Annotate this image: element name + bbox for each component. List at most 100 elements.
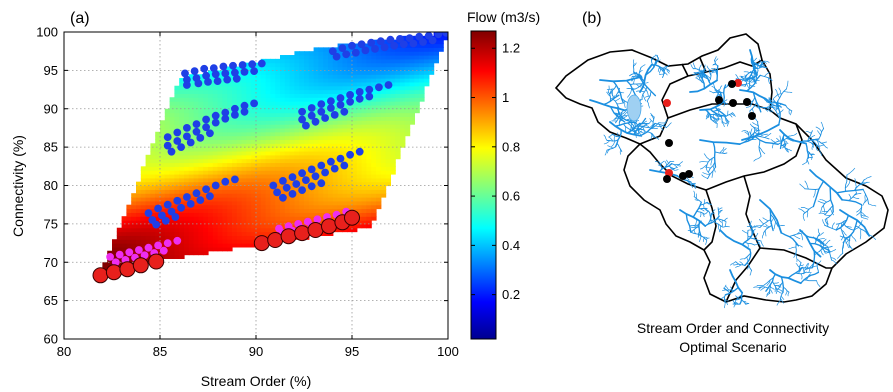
river bbox=[733, 303, 737, 308]
surface-cell bbox=[323, 93, 329, 98]
surface-cell bbox=[256, 158, 262, 164]
surface-cell bbox=[390, 104, 396, 110]
surface-cell bbox=[246, 120, 252, 125]
surface-cell bbox=[275, 220, 281, 225]
surface-cell bbox=[304, 189, 310, 194]
surface-cell bbox=[251, 97, 257, 102]
surface-cell bbox=[376, 189, 382, 194]
surface-cell bbox=[304, 131, 310, 137]
surface-cell bbox=[433, 55, 439, 60]
surface-cell bbox=[140, 220, 147, 225]
surface-cell bbox=[140, 243, 147, 248]
surface-cell bbox=[352, 101, 358, 106]
surface-cell bbox=[270, 139, 276, 144]
river bbox=[633, 62, 637, 67]
surface-cell bbox=[241, 147, 247, 152]
x-axis-label: Stream Order (%) bbox=[201, 373, 311, 389]
surface-cell bbox=[208, 116, 214, 121]
series-0-point bbox=[346, 150, 354, 159]
surface-cell bbox=[371, 62, 377, 68]
river bbox=[719, 146, 725, 154]
surface-cell bbox=[160, 120, 166, 125]
surface-cell bbox=[409, 104, 415, 110]
surface-cell bbox=[347, 139, 353, 144]
surface-cell bbox=[342, 97, 348, 102]
surface-cell bbox=[203, 223, 209, 229]
river bbox=[712, 141, 717, 168]
surface-cell bbox=[241, 166, 247, 171]
surface-cell bbox=[313, 131, 319, 137]
surface-cell bbox=[337, 197, 343, 202]
surface-cell bbox=[371, 58, 377, 64]
surface-cell bbox=[361, 62, 367, 68]
surface-cell bbox=[212, 223, 219, 229]
surface-cell bbox=[136, 223, 142, 229]
series-0-point bbox=[194, 79, 203, 88]
surface-cell bbox=[294, 139, 300, 144]
surface-cell bbox=[400, 135, 406, 141]
surface-cell bbox=[260, 189, 267, 194]
colorbar-tick-label: 0.8 bbox=[502, 139, 520, 154]
surface-cell bbox=[270, 66, 276, 71]
river bbox=[748, 222, 753, 227]
river bbox=[646, 101, 650, 109]
surface-cell bbox=[193, 108, 199, 114]
surface-cell bbox=[198, 127, 204, 133]
river bbox=[703, 153, 711, 161]
surface-cell bbox=[260, 227, 267, 233]
surface-cell bbox=[280, 223, 286, 229]
surface-cell bbox=[260, 185, 267, 190]
surface-cell bbox=[308, 78, 315, 83]
surface-cell bbox=[126, 216, 132, 221]
surface-cell bbox=[371, 131, 377, 137]
y-tick-label: 70 bbox=[44, 255, 58, 270]
surface-cell bbox=[169, 97, 175, 102]
surface-cell bbox=[160, 243, 166, 248]
surface-cell bbox=[126, 204, 132, 210]
surface-cell bbox=[265, 66, 271, 71]
surface-cell bbox=[280, 58, 286, 64]
surface-cell bbox=[294, 173, 300, 179]
surface-cell bbox=[380, 193, 387, 198]
surface-cell bbox=[294, 200, 300, 206]
surface-cell bbox=[145, 197, 151, 202]
river bbox=[730, 113, 735, 117]
surface-cell bbox=[150, 162, 156, 167]
surface-cell bbox=[251, 108, 257, 114]
surface-cell bbox=[169, 220, 175, 225]
surface-cell bbox=[337, 116, 343, 121]
surface-cell bbox=[184, 143, 190, 148]
surface-cell bbox=[356, 78, 363, 83]
site-marker-black bbox=[729, 99, 737, 107]
surface-cell bbox=[160, 154, 166, 160]
river bbox=[848, 193, 852, 200]
surface-cell bbox=[376, 116, 382, 121]
y-tick-label: 90 bbox=[44, 101, 58, 116]
series-0-point bbox=[221, 114, 230, 123]
surface-cell bbox=[414, 47, 420, 52]
surface-cell bbox=[313, 101, 319, 106]
surface-cell bbox=[376, 162, 382, 167]
surface-cell bbox=[337, 135, 343, 141]
surface-cell bbox=[150, 158, 156, 164]
surface-cell bbox=[198, 150, 204, 156]
series-0-point bbox=[192, 127, 201, 136]
surface-cell bbox=[160, 177, 166, 183]
surface-cell bbox=[265, 204, 271, 210]
surface-cell bbox=[275, 154, 281, 160]
river bbox=[694, 199, 700, 201]
surface-cell bbox=[304, 70, 310, 75]
river bbox=[792, 234, 801, 240]
river bbox=[854, 178, 857, 188]
surface-cell bbox=[174, 243, 180, 248]
surface-cell bbox=[246, 154, 252, 160]
surface-cell bbox=[217, 143, 223, 148]
river bbox=[836, 188, 864, 194]
surface-cell bbox=[212, 243, 219, 248]
surface-cell bbox=[414, 81, 420, 87]
surface-cell bbox=[337, 200, 343, 206]
surface-cell bbox=[371, 154, 377, 160]
series-0-point bbox=[177, 143, 186, 152]
surface-cell bbox=[371, 181, 377, 187]
surface-cell bbox=[313, 189, 319, 194]
